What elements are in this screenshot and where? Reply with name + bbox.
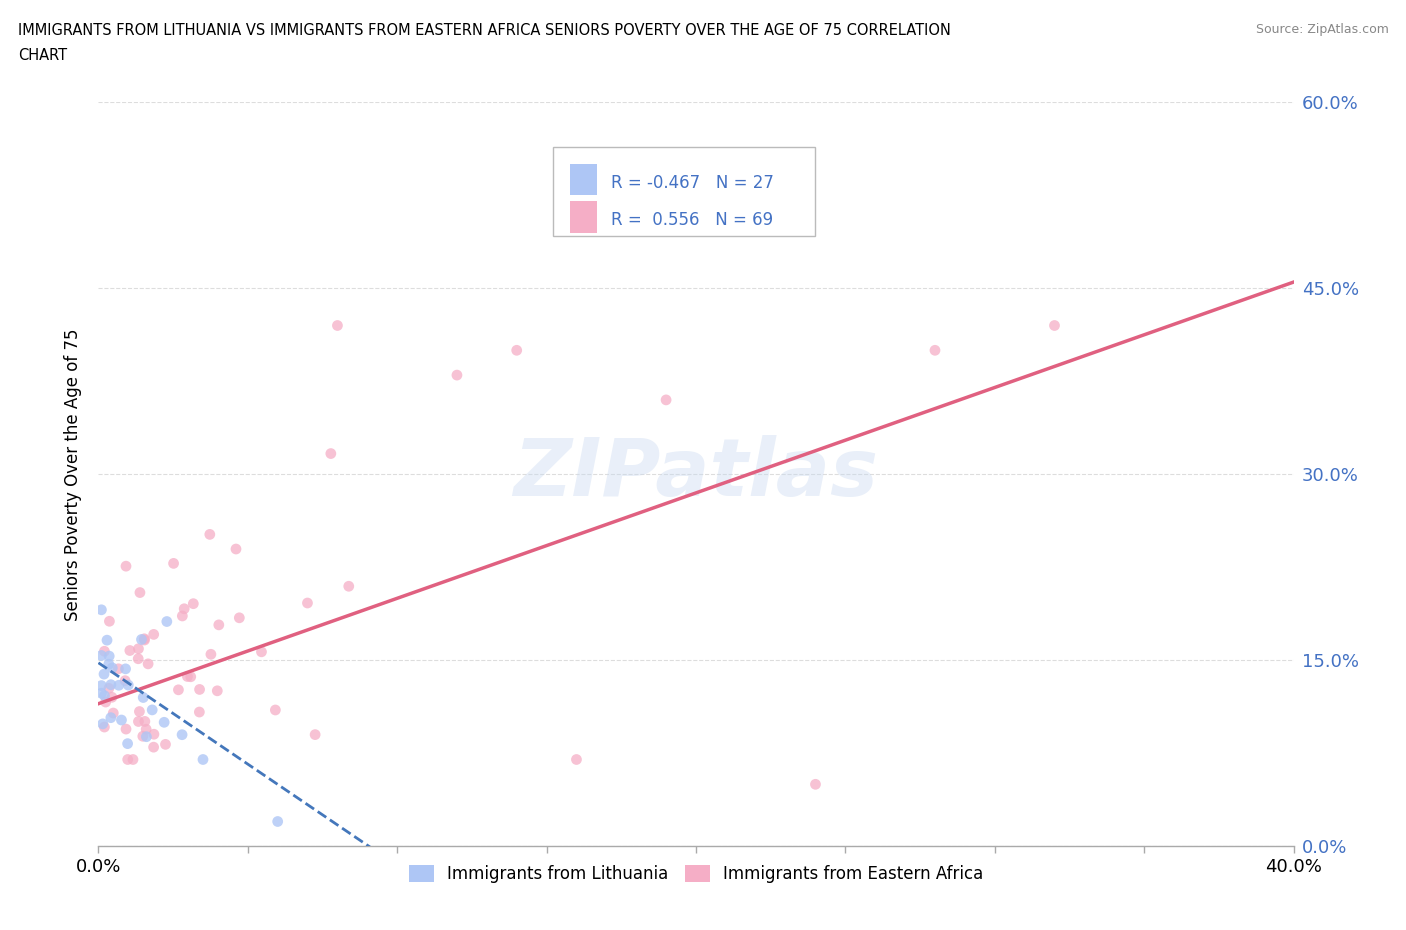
Point — [228, 610, 250, 625]
Point — [135, 722, 157, 737]
FancyBboxPatch shape — [571, 202, 596, 232]
Point — [136, 657, 159, 671]
Text: R = -0.467   N = 27: R = -0.467 N = 27 — [612, 174, 773, 192]
Text: R =  0.556   N = 69: R = 0.556 N = 69 — [612, 211, 773, 229]
Point — [297, 595, 319, 610]
Point — [90, 678, 112, 693]
FancyBboxPatch shape — [553, 147, 815, 236]
Point — [319, 446, 342, 461]
Point — [98, 614, 121, 629]
Point — [337, 578, 360, 593]
Point — [93, 667, 115, 682]
Point — [131, 632, 153, 647]
Point — [128, 704, 150, 719]
Point — [100, 711, 122, 725]
Point — [446, 367, 468, 382]
Point — [155, 737, 177, 751]
Point — [506, 343, 529, 358]
Point — [180, 670, 202, 684]
Point — [188, 682, 211, 697]
Point — [267, 814, 290, 829]
Point — [110, 712, 132, 727]
Point — [200, 647, 222, 662]
Point — [153, 715, 176, 730]
Point — [326, 318, 349, 333]
Point — [117, 678, 139, 693]
Point — [100, 677, 122, 692]
Point — [90, 648, 112, 663]
Point — [90, 603, 112, 618]
Point — [132, 729, 155, 744]
Text: CHART: CHART — [18, 48, 67, 63]
Point — [97, 657, 120, 671]
Point — [132, 690, 155, 705]
Text: IMMIGRANTS FROM LITHUANIA VS IMMIGRANTS FROM EASTERN AFRICA SENIORS POVERTY OVER: IMMIGRANTS FROM LITHUANIA VS IMMIGRANTS … — [18, 23, 950, 38]
Point — [101, 690, 124, 705]
Text: ZIPatlas: ZIPatlas — [513, 435, 879, 513]
Legend: Immigrants from Lithuania, Immigrants from Eastern Africa: Immigrants from Lithuania, Immigrants fr… — [402, 858, 990, 890]
Point — [188, 705, 211, 720]
Point — [1043, 318, 1066, 333]
Point — [225, 541, 247, 556]
Point — [191, 752, 214, 767]
Point — [167, 683, 190, 698]
Point — [115, 559, 138, 574]
Point — [96, 632, 118, 647]
Point — [655, 392, 678, 407]
Point — [114, 661, 136, 676]
Point — [122, 752, 145, 767]
Point — [107, 661, 129, 676]
Point — [134, 714, 156, 729]
Point — [129, 585, 152, 600]
Point — [162, 556, 184, 571]
Point — [93, 688, 115, 703]
Point — [135, 729, 157, 744]
Point — [172, 608, 194, 623]
Point — [198, 527, 221, 542]
Point — [207, 684, 229, 698]
Point — [142, 727, 165, 742]
Point — [107, 678, 129, 693]
Point — [250, 644, 273, 659]
Point — [208, 618, 231, 632]
Point — [264, 702, 287, 717]
Point — [134, 631, 156, 646]
Y-axis label: Seniors Poverty Over the Age of 75: Seniors Poverty Over the Age of 75 — [65, 328, 83, 620]
Text: Source: ZipAtlas.com: Source: ZipAtlas.com — [1256, 23, 1389, 36]
Point — [304, 727, 326, 742]
Point — [172, 727, 194, 742]
Point — [103, 706, 125, 721]
Point — [173, 602, 195, 617]
Point — [176, 669, 198, 684]
Point — [117, 752, 139, 767]
Point — [91, 716, 114, 731]
Point — [181, 596, 204, 611]
Point — [127, 651, 149, 666]
Point — [90, 685, 112, 700]
Point — [93, 644, 115, 658]
Point — [142, 627, 165, 642]
Point — [134, 632, 156, 647]
Point — [127, 714, 149, 729]
Point — [93, 720, 115, 735]
Point — [156, 614, 179, 629]
Point — [101, 660, 124, 675]
Point — [118, 643, 141, 658]
Point — [114, 673, 136, 688]
Point — [924, 343, 946, 358]
Point — [127, 642, 149, 657]
Point — [804, 777, 827, 791]
Point — [94, 695, 117, 710]
FancyBboxPatch shape — [571, 164, 596, 195]
Point — [117, 737, 139, 751]
Point — [565, 752, 588, 767]
Point — [115, 722, 138, 737]
Point — [141, 702, 163, 717]
Point — [142, 739, 165, 754]
Point — [97, 681, 120, 696]
Point — [98, 648, 121, 663]
